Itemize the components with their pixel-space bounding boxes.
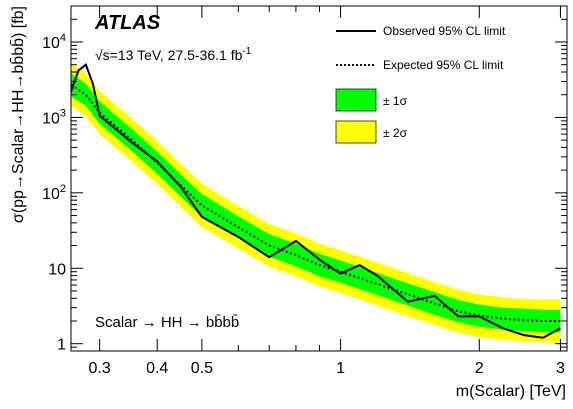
process-label: Scalar → HH → bb̄bb̄	[95, 314, 239, 331]
energy-luminosity-label: √s=13 TeV, 27.5-36.1 fb-1	[95, 46, 252, 63]
x-tick-label: 1	[336, 360, 345, 377]
observed-limit-line	[70, 63, 561, 339]
x-tick-label: 0.4	[146, 360, 168, 377]
limit-curves	[70, 63, 561, 339]
legend-2sigma-swatch	[335, 120, 377, 144]
y-tick-label: 103	[42, 107, 66, 127]
x-tick-label: 3	[556, 360, 565, 377]
y-tick-labels: 1 10 102 103 104	[42, 32, 66, 354]
y-tick-label: 102	[42, 183, 66, 203]
x-tick-label: 2	[475, 360, 484, 377]
legend-observed-label: Observed 95% CL limit	[383, 24, 506, 38]
axis-ticks	[71, 5, 567, 352]
expected-limit-line	[70, 84, 561, 322]
legend-1sigma-swatch	[335, 88, 377, 112]
x-tick-labels: 0.3 0.4 0.5 1 2 3	[89, 360, 565, 377]
y-axis-title: σ(pp→Scalar→HH→bb̄bb̄) [fb]	[10, 6, 27, 223]
legend: Observed 95% CL limit Expected 95% CL li…	[335, 24, 506, 144]
error-bands	[71, 63, 561, 343]
x-tick-label: 0.3	[89, 360, 111, 377]
y-tick-label: 104	[42, 32, 66, 52]
y-tick-label: 10	[48, 261, 66, 278]
x-axis-title: m(Scalar) [TeV]	[456, 383, 566, 400]
band-1sigma	[71, 73, 561, 333]
legend-expected-label: Expected 95% CL limit	[383, 58, 504, 72]
legend-2sigma-label: ± 2σ	[383, 126, 408, 140]
legend-1sigma-label: ± 1σ	[383, 94, 408, 108]
x-tick-label: 0.5	[191, 360, 213, 377]
band-2sigma	[71, 63, 561, 343]
experiment-label: ATLAS	[94, 12, 161, 34]
y-tick-label: 1	[57, 337, 66, 354]
